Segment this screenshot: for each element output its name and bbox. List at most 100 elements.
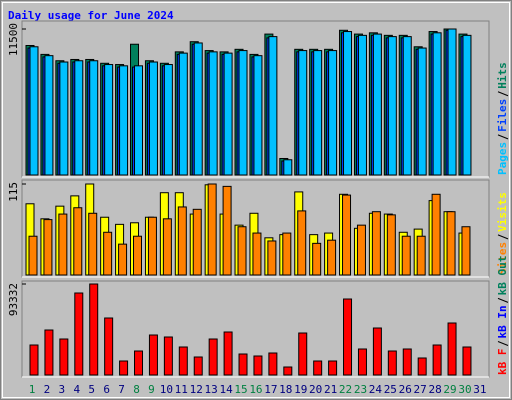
bar bbox=[134, 65, 144, 176]
bar bbox=[283, 366, 293, 376]
x-tick-label: 14 bbox=[219, 383, 233, 396]
bar bbox=[208, 338, 218, 376]
bar bbox=[313, 50, 323, 176]
bar bbox=[193, 42, 203, 176]
x-tick-label: 5 bbox=[88, 383, 95, 396]
x-tick-label: 15 bbox=[234, 383, 247, 396]
legend-separator bbox=[497, 134, 509, 140]
bar bbox=[162, 218, 172, 276]
bar bbox=[253, 55, 263, 176]
legend-entry: Pages bbox=[496, 142, 509, 175]
x-tick-label: 31 bbox=[473, 383, 486, 396]
bar bbox=[298, 332, 308, 376]
bar bbox=[402, 36, 412, 176]
legend-separator bbox=[497, 91, 509, 97]
legend: Pages Files Hits bbox=[496, 62, 509, 175]
bar bbox=[372, 33, 382, 176]
bar bbox=[268, 36, 278, 176]
legend-entry: Visits bbox=[496, 192, 509, 232]
bar bbox=[462, 346, 472, 376]
bar bbox=[461, 226, 471, 276]
bar bbox=[88, 212, 98, 276]
bar bbox=[177, 206, 187, 276]
x-tick-label: 28 bbox=[428, 383, 441, 396]
bar bbox=[237, 226, 247, 276]
bar bbox=[119, 360, 129, 376]
bar bbox=[356, 224, 366, 276]
bar bbox=[43, 219, 53, 276]
bar bbox=[282, 232, 292, 276]
legend-entry: Sites bbox=[496, 242, 509, 275]
bar bbox=[432, 32, 442, 176]
x-tick-label: 6 bbox=[103, 383, 110, 396]
bar bbox=[416, 235, 426, 276]
x-tick-label: 13 bbox=[205, 383, 218, 396]
bar bbox=[447, 28, 457, 176]
bar bbox=[103, 231, 113, 276]
legend-entry: Files bbox=[496, 99, 509, 132]
x-tick-label: 21 bbox=[324, 383, 337, 396]
x-tick-label: 30 bbox=[458, 383, 471, 396]
bar bbox=[343, 31, 353, 176]
x-tick-label: 23 bbox=[354, 383, 367, 396]
bar bbox=[222, 185, 232, 276]
x-tick-label: 1 bbox=[29, 383, 36, 396]
bar bbox=[253, 355, 263, 376]
x-tick-label: 26 bbox=[399, 383, 412, 396]
x-tick-label: 4 bbox=[73, 383, 80, 396]
legend: Sites Visits bbox=[496, 192, 509, 275]
bar bbox=[178, 346, 188, 376]
chart-title: Daily usage for June 2024 bbox=[8, 9, 174, 22]
bar bbox=[134, 350, 144, 376]
y-tick-label: 115 bbox=[7, 182, 20, 202]
legend-entry: kB In bbox=[496, 305, 509, 338]
x-tick-label: 7 bbox=[118, 383, 125, 396]
bar bbox=[58, 213, 68, 276]
bar bbox=[29, 46, 39, 176]
bar bbox=[89, 60, 99, 176]
bar bbox=[387, 350, 397, 376]
x-tick-label: 24 bbox=[369, 383, 383, 396]
x-tick-label: 22 bbox=[339, 383, 352, 396]
bar bbox=[74, 60, 84, 176]
bar bbox=[372, 327, 382, 376]
x-tick-label: 10 bbox=[160, 383, 173, 396]
bar bbox=[252, 232, 262, 276]
bar bbox=[44, 329, 54, 376]
bar bbox=[223, 52, 233, 176]
x-tick-label: 8 bbox=[133, 383, 140, 396]
bar bbox=[104, 64, 114, 176]
bar bbox=[118, 243, 128, 276]
bar bbox=[446, 211, 456, 276]
bar bbox=[402, 348, 412, 376]
x-tick-label: 20 bbox=[309, 383, 322, 396]
bar bbox=[29, 344, 39, 376]
legend-separator bbox=[497, 341, 509, 346]
bar bbox=[297, 210, 307, 276]
bar bbox=[401, 235, 411, 276]
bar bbox=[207, 183, 217, 276]
legend-entry: kB Out bbox=[496, 256, 509, 296]
bar bbox=[59, 61, 69, 176]
bar bbox=[178, 52, 188, 176]
bar bbox=[148, 334, 158, 376]
x-tick-label: 2 bbox=[44, 383, 51, 396]
bar bbox=[312, 242, 322, 276]
bar bbox=[74, 292, 84, 376]
bar bbox=[148, 61, 158, 176]
bar bbox=[267, 240, 277, 276]
bar bbox=[238, 353, 248, 376]
x-tick-label: 18 bbox=[279, 383, 292, 396]
x-tick-label: 3 bbox=[59, 383, 66, 396]
bar bbox=[28, 235, 38, 276]
bar bbox=[417, 47, 427, 176]
x-tick-label: 16 bbox=[249, 383, 262, 396]
bar bbox=[223, 331, 233, 376]
bar bbox=[386, 214, 396, 276]
bar bbox=[238, 50, 248, 176]
x-tick-label: 25 bbox=[384, 383, 397, 396]
x-tick-label: 11 bbox=[175, 383, 188, 396]
bar bbox=[283, 159, 293, 176]
bar bbox=[104, 317, 114, 376]
legend-separator bbox=[497, 234, 509, 240]
